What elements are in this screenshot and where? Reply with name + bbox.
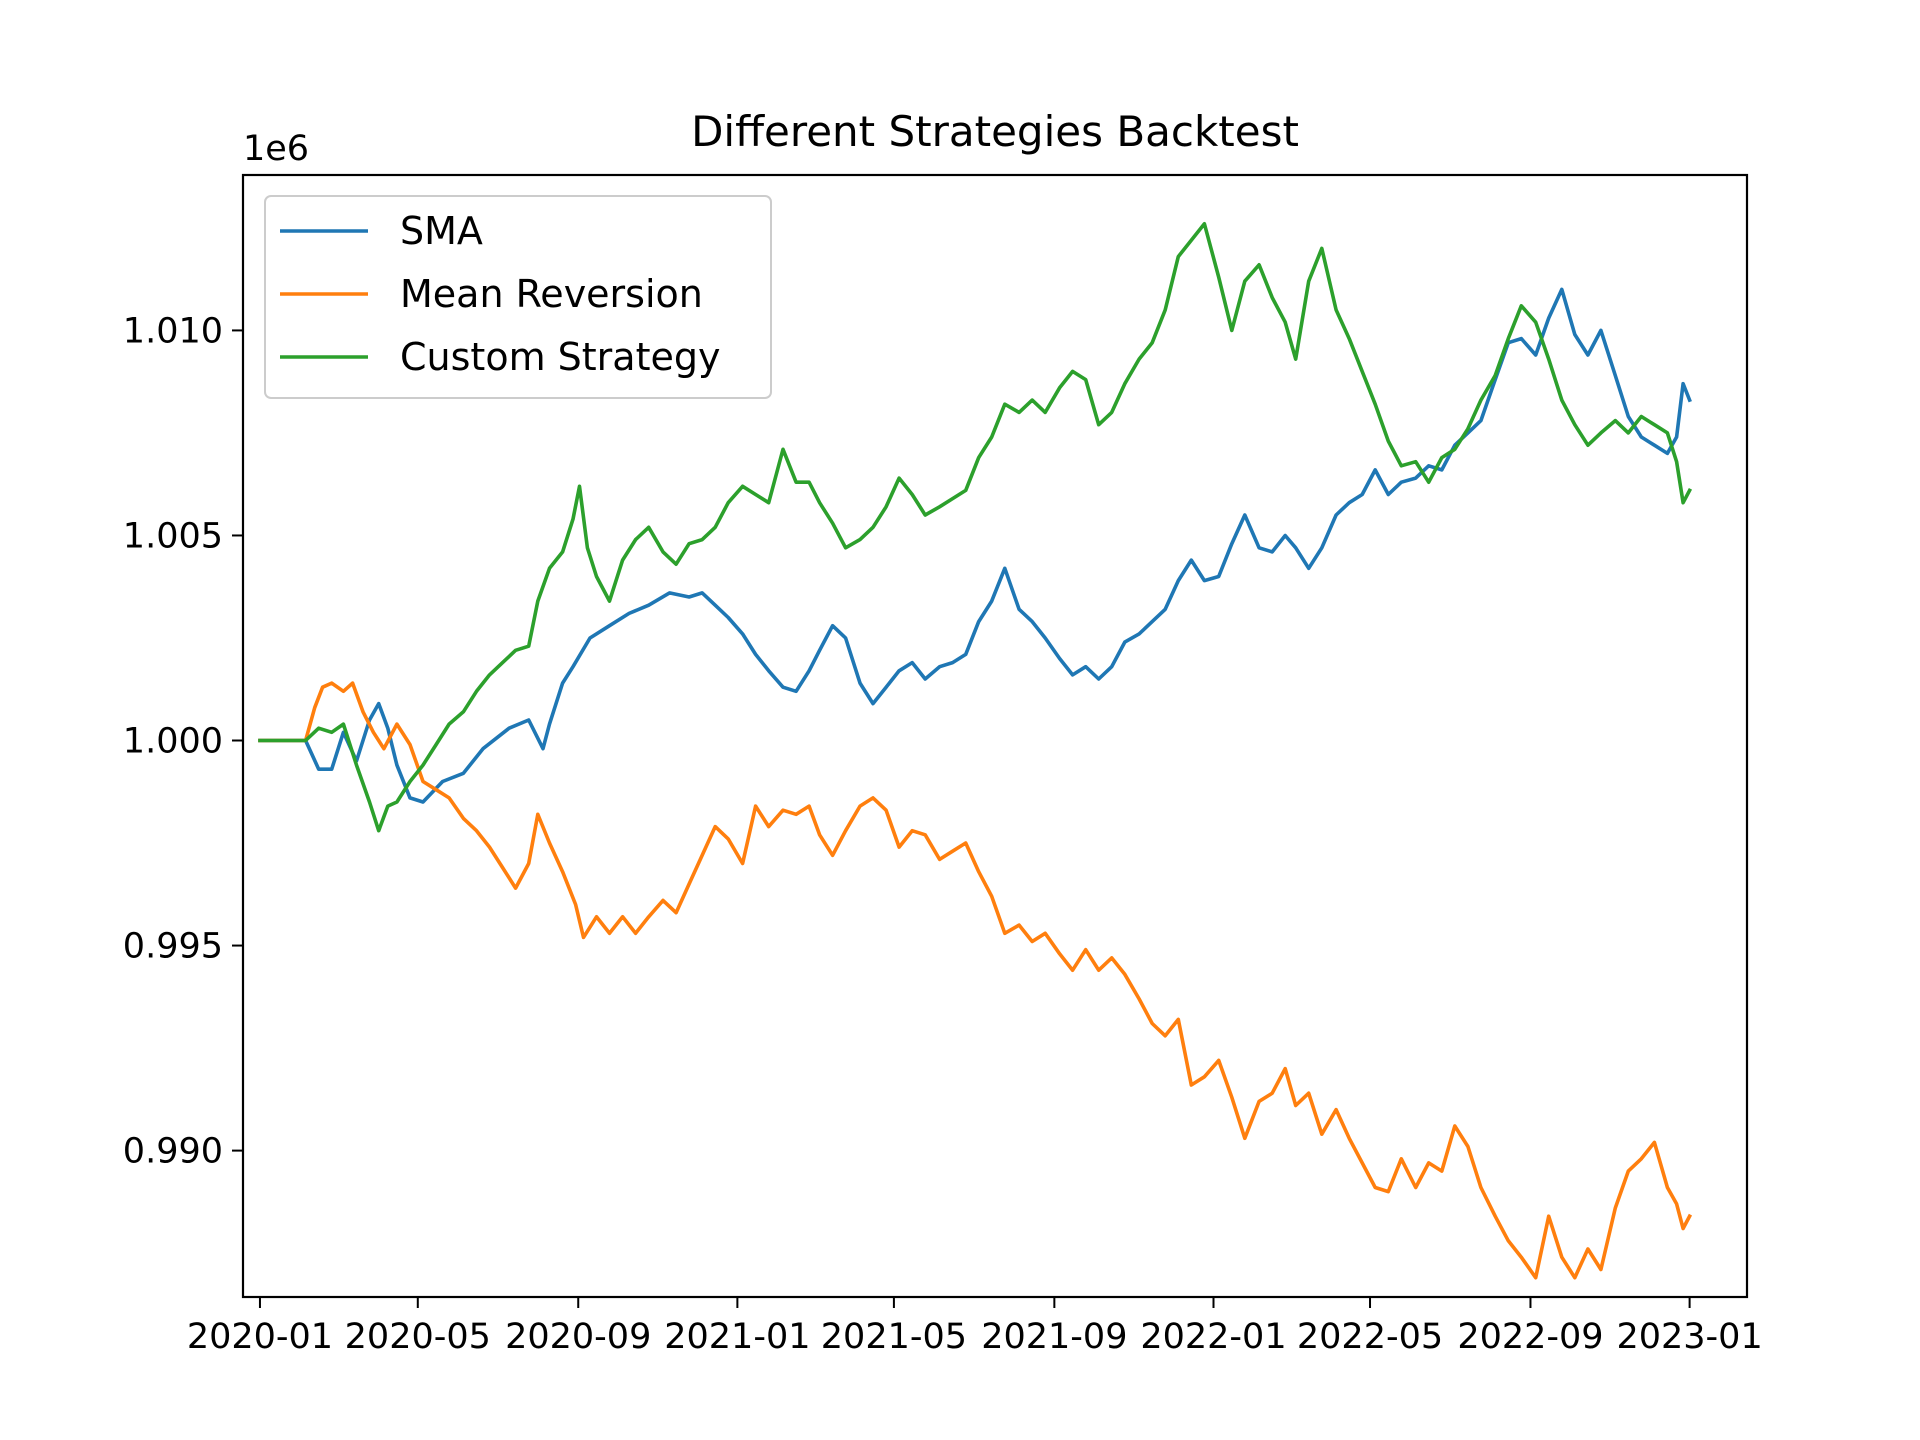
- plot-frame: [241, 173, 1749, 1299]
- y-axis: 0.990 0.995 1.000 1.005 1.010: [123, 311, 243, 1172]
- x-tick-label: 2023-01: [1616, 1317, 1762, 1357]
- x-axis: 2020-01 2020-05 2020-09 2021-01 2021-05 2021-…: [187, 1297, 1763, 1357]
- y-tick-label: 1.010: [123, 311, 223, 351]
- legend-box: [264, 195, 772, 399]
- chart-title: Different Strategies Backtest: [691, 107, 1299, 156]
- y-tick-label: 1.000: [123, 722, 223, 762]
- y-tick-label: 1.005: [123, 516, 223, 556]
- x-tick-label: 2020-05: [345, 1317, 491, 1357]
- x-tick-label: 2021-05: [821, 1317, 967, 1357]
- x-tick-label: 2022-05: [1297, 1317, 1443, 1357]
- series-line-mean-reversion: [258, 681, 1693, 1280]
- y-tick-label: 0.990: [123, 1132, 223, 1172]
- series-line-sma: [258, 287, 1692, 804]
- legend-label-mean-reversion: Mean Reversion: [400, 272, 703, 316]
- y-offset-label: 1e6: [243, 129, 309, 169]
- x-tick-label: 2020-01: [187, 1317, 333, 1357]
- x-tick-label: 2022-01: [1140, 1317, 1286, 1357]
- series-layer: [258, 222, 1693, 1280]
- x-tick-label: 2020-09: [505, 1317, 651, 1357]
- series-line-custom-strategy: [258, 222, 1693, 833]
- legend-label-sma: SMA: [400, 209, 483, 253]
- legend-label-custom-strategy: Custom Strategy: [400, 335, 720, 379]
- y-tick-label: 0.995: [123, 927, 223, 967]
- x-tick-label: 2021-09: [981, 1317, 1127, 1357]
- x-tick-label: 2021-01: [664, 1317, 810, 1357]
- x-tick-label: 2022-09: [1457, 1317, 1603, 1357]
- legend: SMA Mean Reversion Custom Strategy: [264, 195, 772, 399]
